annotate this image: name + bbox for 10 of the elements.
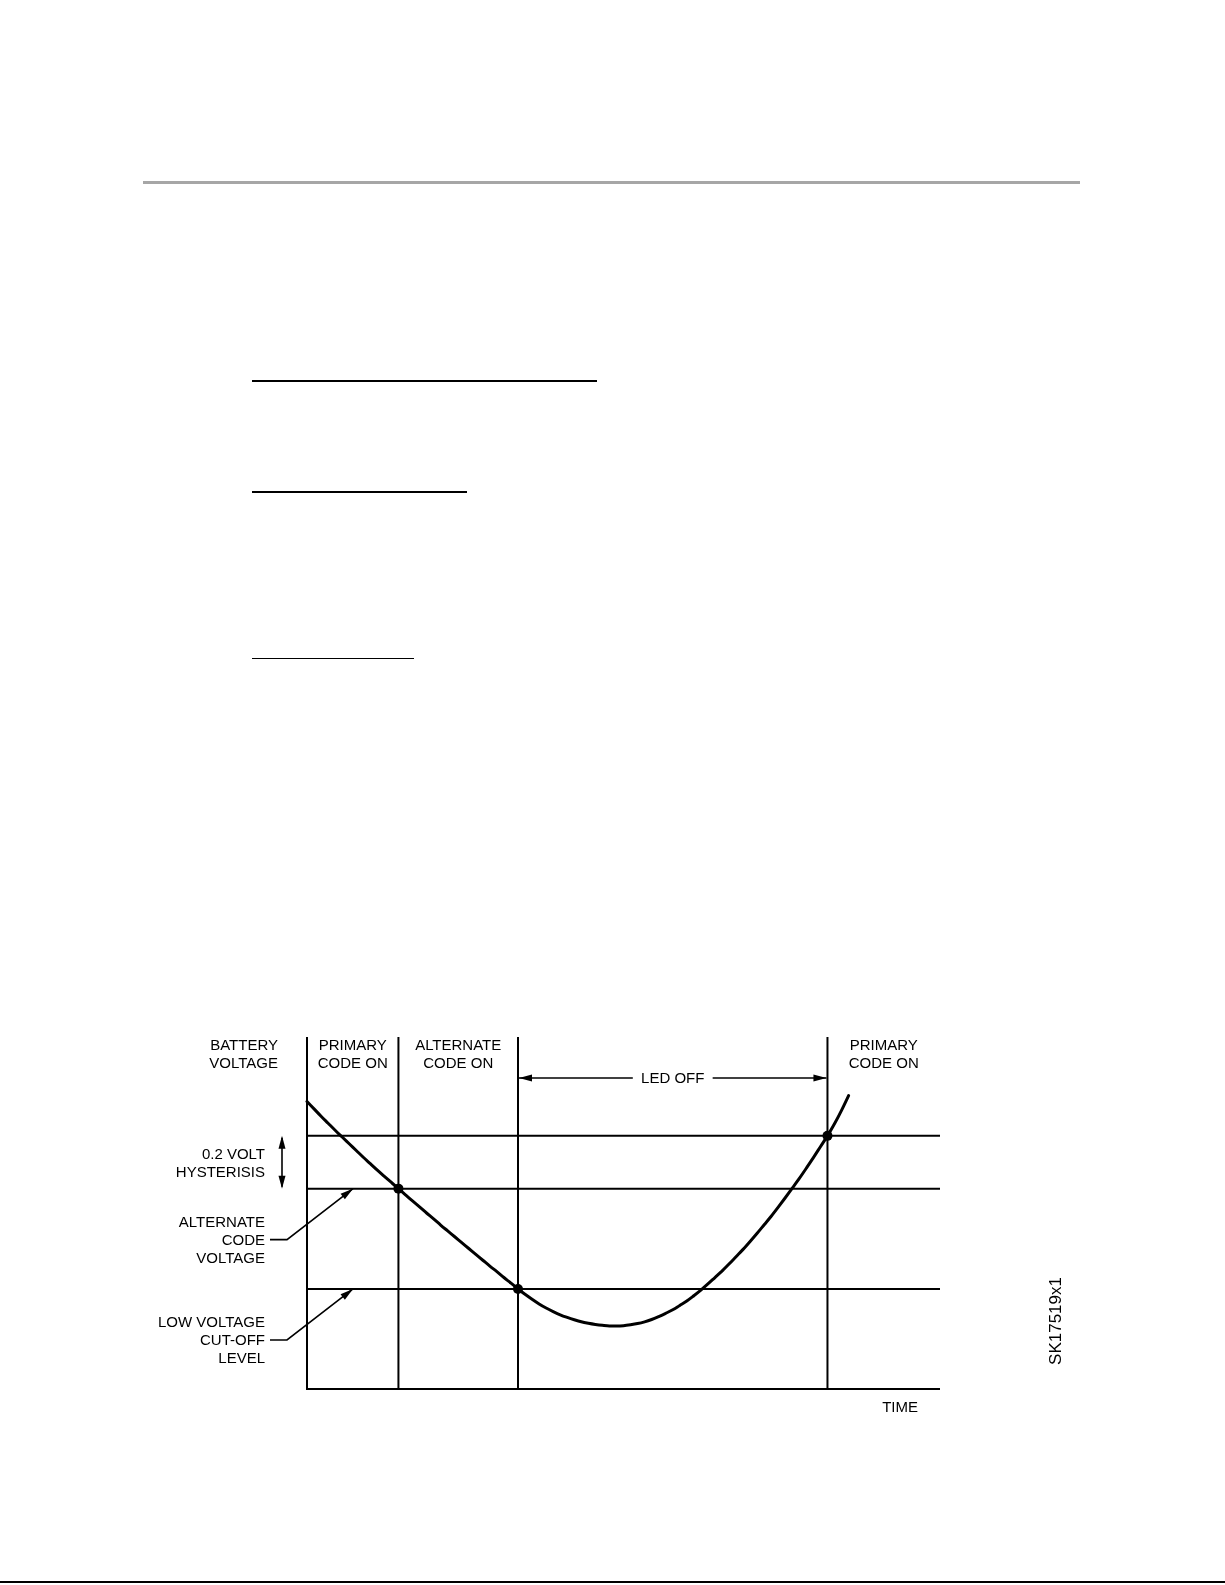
- ref-line-label: ALTERNATE CODE VOLTAGE: [178, 1213, 265, 1267]
- text: ALTERNATE CODE ON: [415, 1036, 502, 1072]
- y-axis-title: BATTERY VOLTAGE: [209, 1036, 278, 1072]
- ref-line-label: LOW VOLTAGE CUT-OFF LEVEL: [158, 1313, 265, 1367]
- text: SK17519x1: [1046, 1277, 1066, 1365]
- text: 0.2 VOLT HYSTERISIS: [175, 1144, 265, 1180]
- text: PRIMARY CODE ON: [317, 1036, 388, 1072]
- text: PRIMARY CODE ON: [848, 1036, 919, 1072]
- x-axis-title: TIME: [882, 1398, 918, 1416]
- text: LED OFF: [641, 1069, 705, 1087]
